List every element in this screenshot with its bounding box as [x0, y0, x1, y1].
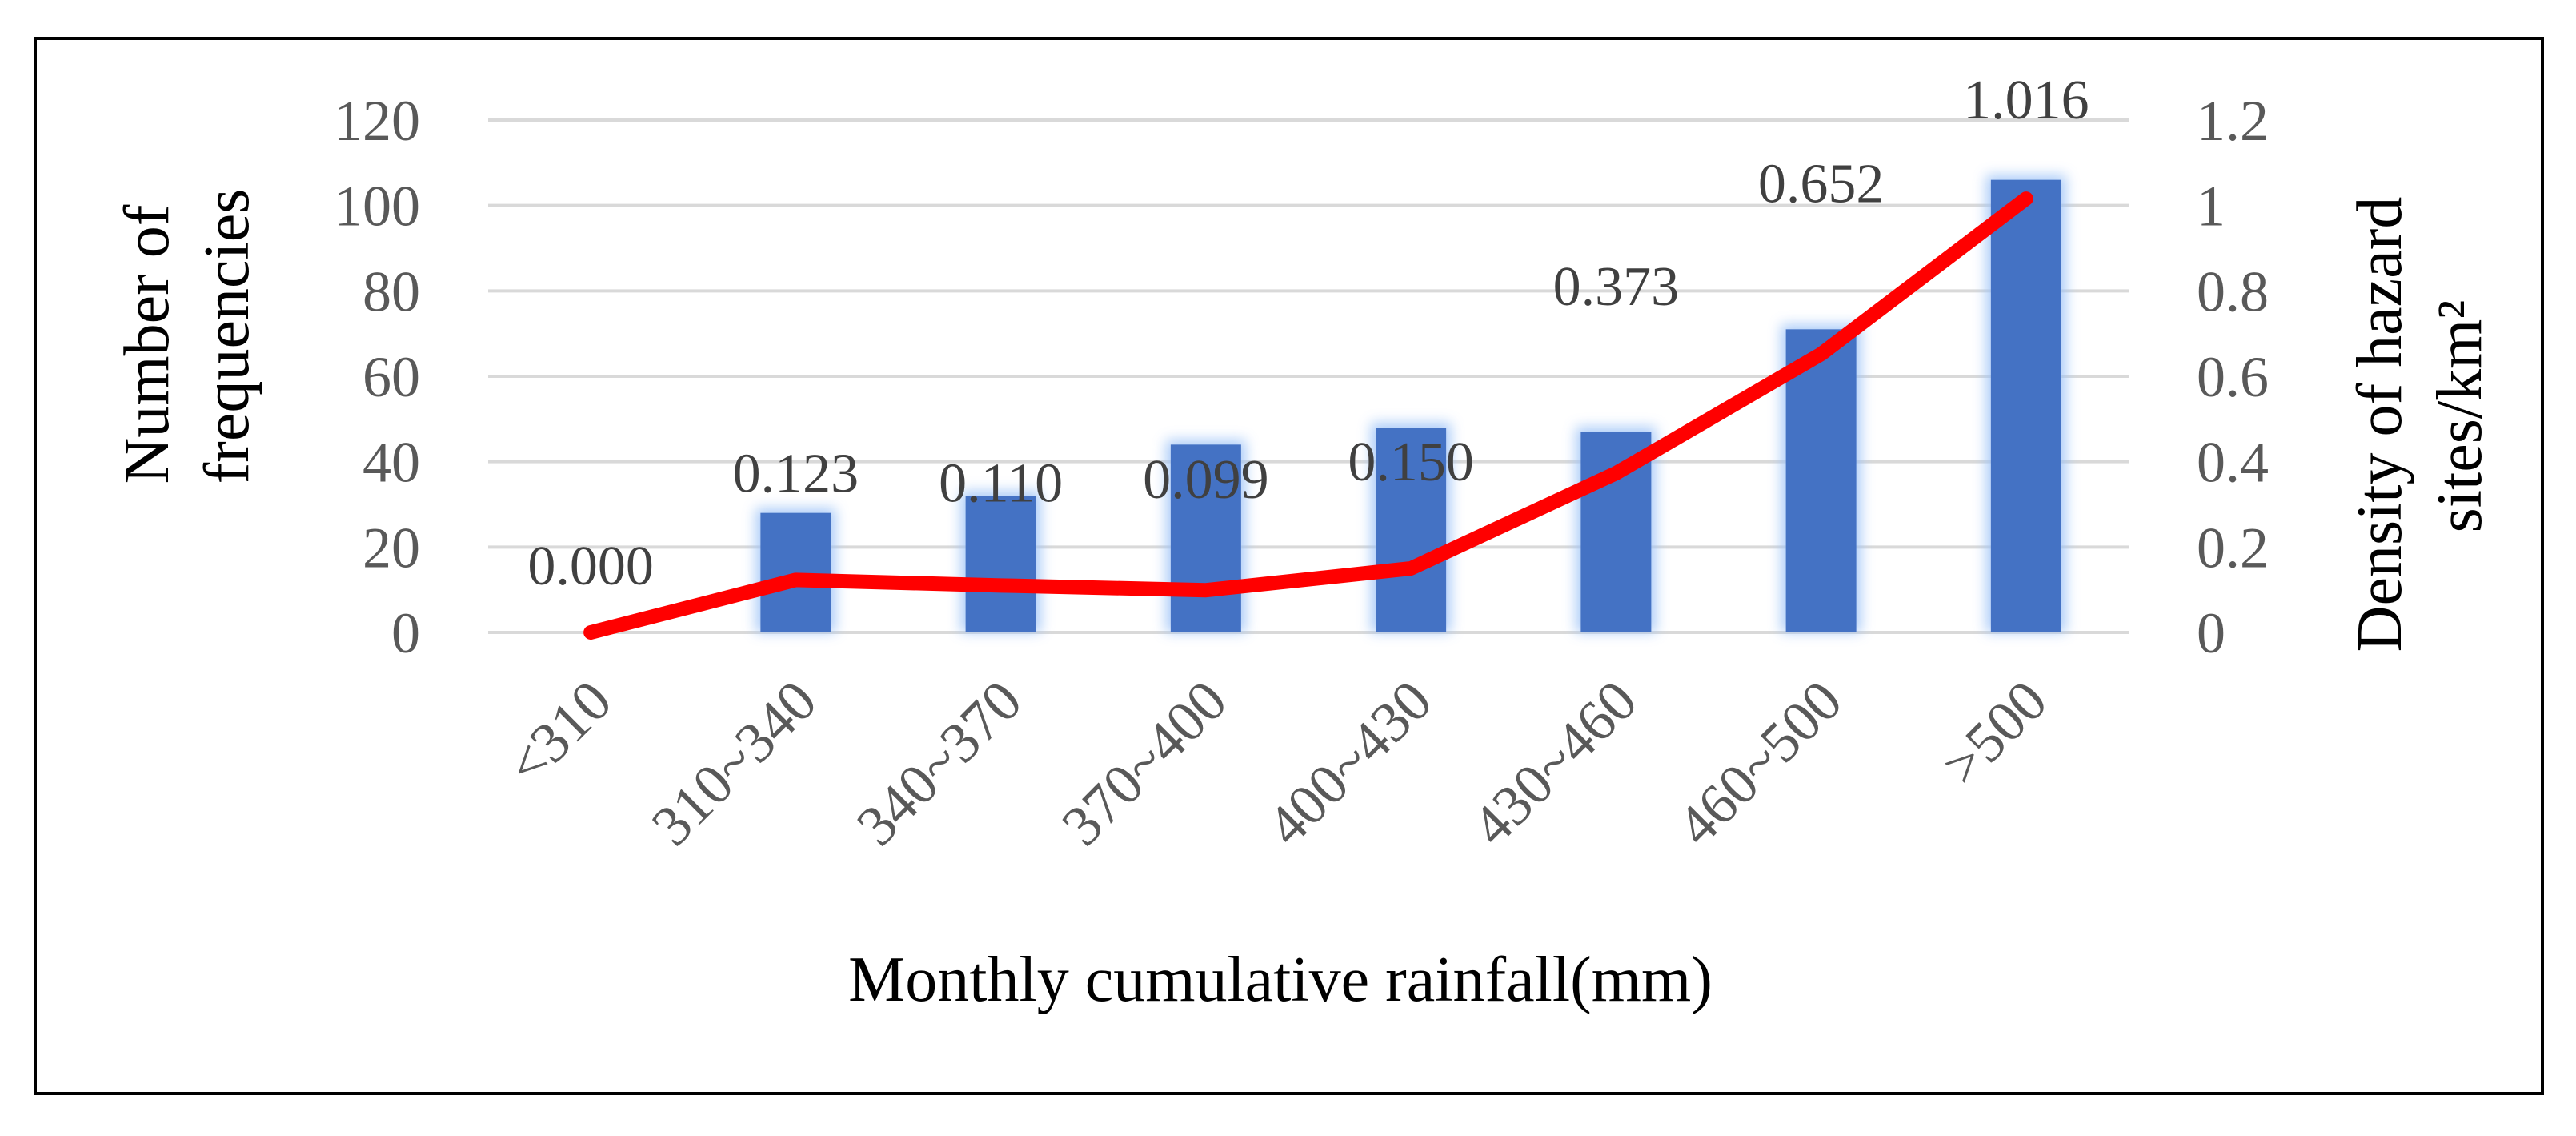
right-axis-title-line-2: sites/km²: [2425, 300, 2495, 533]
data-label: 0.373: [1553, 256, 1680, 318]
right-tick-label: 0.4: [2197, 431, 2269, 495]
density-line: [583, 191, 2033, 640]
right-tick-label: 0.2: [2197, 516, 2269, 580]
bar-series: [755, 175, 2066, 632]
bar: [965, 496, 1036, 632]
data-label: 0.652: [1758, 153, 1885, 215]
data-labels: 0.000 0.123 0.110 0.099 0.150 0.373 0.652 1.016: [527, 70, 2089, 597]
x-axis-title: Monthly cumulative rainfall(mm): [848, 945, 1713, 1015]
data-label: 0.110: [939, 452, 1063, 514]
x-tick-label: >500: [1930, 668, 2060, 798]
left-axis-title: Number of frequencies: [112, 189, 262, 484]
data-label: 0.123: [733, 443, 859, 504]
line-series: [583, 191, 2033, 640]
bar: [1170, 444, 1241, 632]
data-label: 0.099: [1143, 449, 1269, 511]
left-tick-label: 0: [391, 601, 420, 665]
right-tick-label: 1.2: [2197, 89, 2269, 153]
bar: [760, 512, 831, 632]
bar: [1990, 179, 2061, 632]
x-tick-label: 430~460: [1460, 668, 1649, 858]
data-label: 1.016: [1963, 70, 2089, 131]
x-axis-ticks: <310 310~340 340~370 370~400 400~430 430~460 4…: [495, 668, 2059, 858]
left-tick-label: 60: [363, 345, 420, 409]
x-tick-label: 310~340: [639, 668, 829, 858]
x-tick-label: 460~500: [1665, 668, 1854, 858]
left-axis-ticks: 0 20 40 60 80 100 120: [334, 89, 420, 665]
right-axis-title-line-1: Density of hazard: [2345, 197, 2415, 652]
x-tick-label: 400~430: [1255, 668, 1444, 858]
right-tick-label: 0.8: [2197, 259, 2269, 323]
left-tick-label: 20: [363, 516, 420, 580]
x-tick-label: 340~370: [844, 668, 1034, 858]
left-tick-label: 80: [363, 259, 420, 323]
right-axis-title: Density of hazard sites/km²: [2345, 181, 2495, 652]
bar: [1376, 428, 1447, 632]
left-axis-title-line-1: Number of: [112, 204, 182, 484]
data-label: 0.150: [1348, 432, 1474, 493]
left-tick-label: 40: [363, 431, 420, 495]
right-tick-label: 1: [2197, 175, 2225, 239]
left-tick-label: 120: [334, 89, 420, 153]
left-axis-title-line-2: frequencies: [192, 189, 262, 484]
x-tick-label: 370~400: [1049, 668, 1239, 858]
right-tick-label: 0: [2197, 601, 2225, 665]
right-axis-ticks: 0 0.2 0.4 0.6 0.8 1 1.2: [2197, 89, 2269, 665]
data-label: 0.000: [527, 536, 654, 597]
right-tick-label: 0.6: [2197, 345, 2269, 409]
left-tick-label: 100: [334, 175, 420, 239]
bar: [1785, 329, 1857, 632]
x-tick-label: <310: [495, 668, 624, 798]
chart-frame: [34, 37, 2544, 1095]
